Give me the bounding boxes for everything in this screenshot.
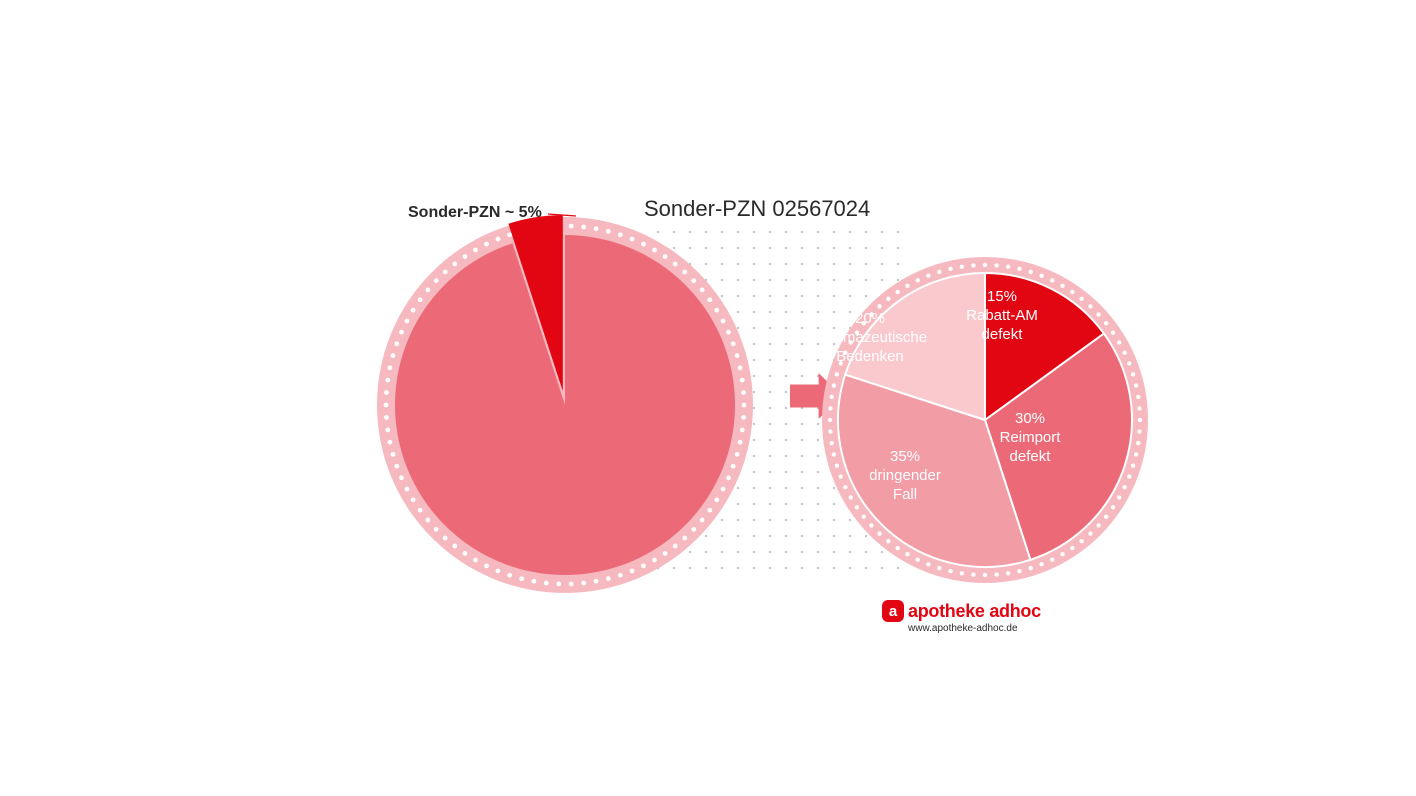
brand-badge-icon: a <box>882 600 904 622</box>
callout-leader-line <box>0 0 1416 796</box>
brand-name: apotheke adhoc <box>908 601 1041 622</box>
brand-footer: a apotheke adhoc www.apotheke-adhoc.de <box>882 600 1041 634</box>
right-pie-chart <box>812 247 1158 593</box>
brand-url: www.apotheke-adhoc.de <box>908 623 1018 634</box>
